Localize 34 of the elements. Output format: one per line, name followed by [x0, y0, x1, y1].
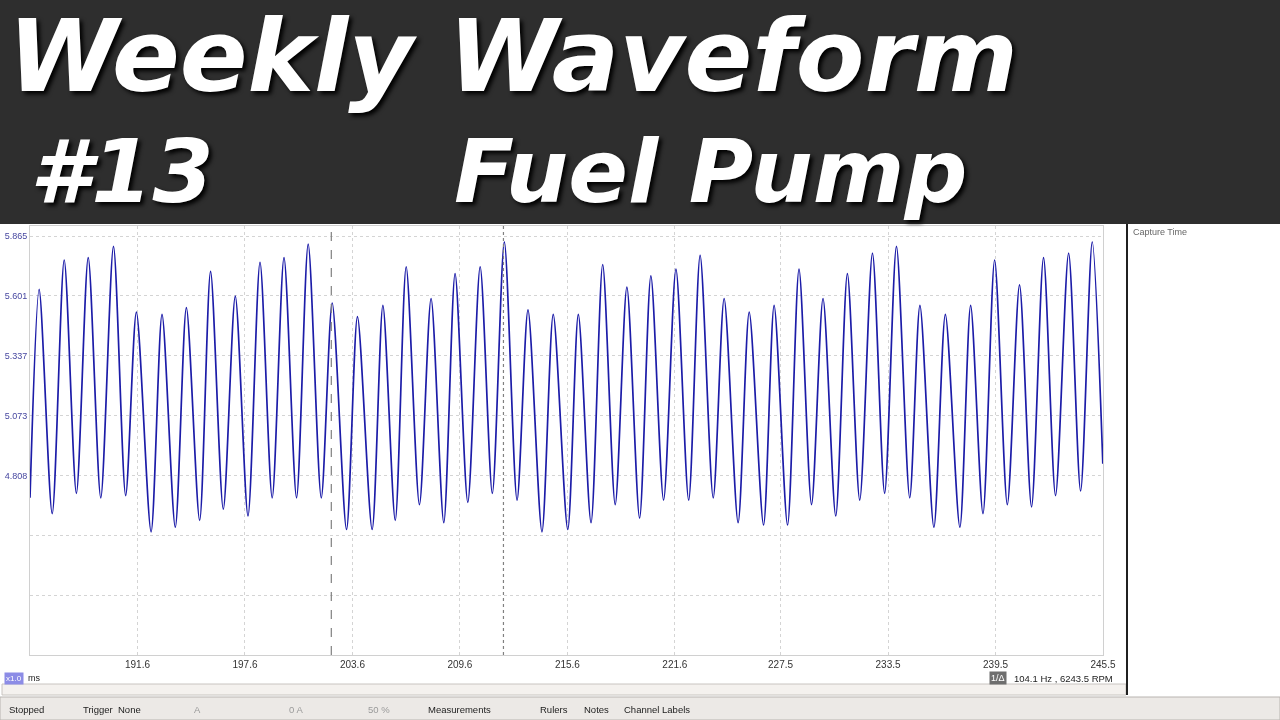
- x-tick-label: 203.6: [339, 659, 366, 670]
- text: Capture Time: [1133, 227, 1188, 237]
- y-tick-label: 5.601: [4, 291, 28, 302]
- y-tick-label: 5.337: [4, 350, 28, 361]
- text: 50 %: [368, 704, 391, 715]
- line-series: [30, 241, 1103, 533]
- y-tick-label: 5.865: [4, 231, 28, 242]
- text: Channel Labels: [624, 704, 691, 715]
- y-tick-label: 5.073: [4, 410, 28, 421]
- text: Measurements: [428, 704, 492, 715]
- x-tick-label: 197.6: [232, 659, 258, 670]
- x-tick-label: 209.6: [447, 659, 473, 670]
- chart-title: Weekly Waveform: [8, 0, 1019, 115]
- chart-subtitle: Fuel Pump: [454, 120, 968, 223]
- x-tick-label: 239.5: [983, 659, 1009, 670]
- text: x1.0: [6, 674, 22, 683]
- x-tick-label: 221.6: [662, 659, 688, 670]
- text: Rulers: [540, 704, 568, 715]
- x-tick-label: 245.5: [1090, 659, 1116, 670]
- x-tick-label: 215.6: [554, 659, 581, 670]
- text: 104.1 Hz , 6243.5 RPM: [1014, 673, 1113, 684]
- text: 0 A: [289, 704, 304, 715]
- text: None: [118, 704, 141, 715]
- x-tick-label: 233.5: [875, 659, 901, 670]
- y-tick-label: 4.808: [4, 470, 28, 481]
- x-tick-label: 227.5: [768, 659, 794, 670]
- x-tick-label: 191.6: [124, 659, 151, 670]
- text: Notes: [584, 704, 610, 715]
- x-axis-title: ms: [28, 673, 41, 683]
- text: 1/Δ: [991, 673, 1005, 683]
- text: Stopped: [9, 704, 45, 715]
- text: #13: [30, 120, 214, 223]
- text: A: [194, 704, 201, 715]
- text: Trigger: [83, 704, 113, 715]
